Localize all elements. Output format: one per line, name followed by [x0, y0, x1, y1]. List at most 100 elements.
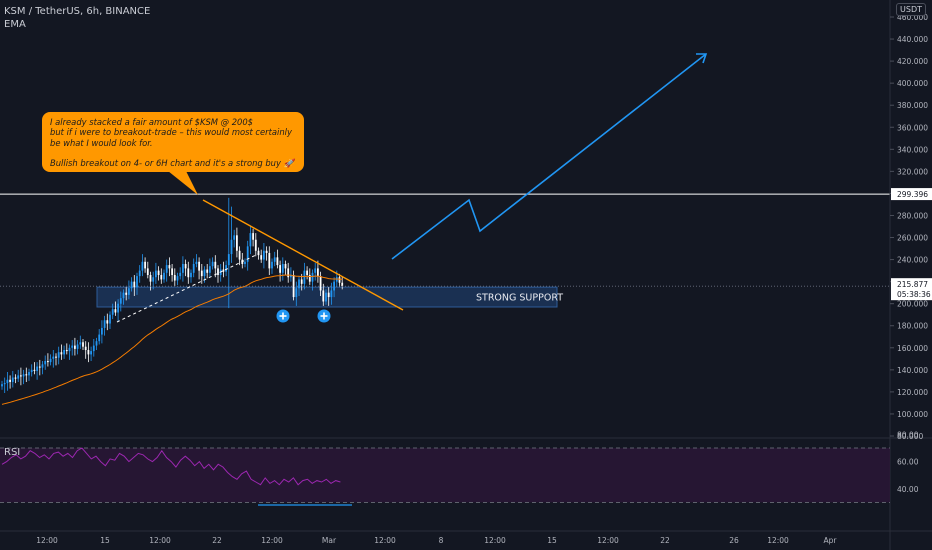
candle-body	[303, 270, 306, 284]
candle-body	[281, 263, 284, 273]
time-tick-label: 12:00	[149, 536, 171, 545]
ema-layer	[1, 274, 343, 405]
candle-body	[209, 266, 211, 273]
annotation-callout[interactable]: I already stacked a fair amount of $KSM …	[42, 112, 304, 172]
candle-body	[190, 272, 192, 278]
candle-body	[90, 351, 92, 355]
candle-body	[265, 250, 268, 253]
candle-body	[1, 384, 3, 387]
candle-body	[252, 233, 254, 240]
price-tick-label: 80.000	[897, 432, 923, 441]
candle-body	[9, 379, 11, 382]
time-tick-label: 12:00	[597, 536, 619, 545]
price-tick-label: 440.000	[897, 35, 928, 44]
candle-body	[327, 292, 330, 298]
hline-price-badge	[891, 188, 932, 201]
candle-body	[49, 358, 52, 363]
candle-body	[128, 288, 130, 295]
candle-body	[111, 309, 114, 315]
candle-body	[317, 268, 319, 277]
candle-body	[28, 372, 30, 376]
time-tick-label: 12:00	[767, 536, 789, 545]
time-tick-label: 22	[212, 536, 222, 545]
candle-body	[138, 270, 141, 277]
annotation-line	[50, 148, 298, 158]
candle-body	[71, 345, 74, 348]
candle-body	[20, 375, 22, 377]
time-tick-label: 15	[100, 536, 110, 545]
support-zone-layer: STRONG SUPPORT	[96, 286, 563, 308]
rsi-tick-label: 40.00	[897, 485, 919, 494]
price-tick-label: 240.000	[897, 256, 928, 265]
candle-body	[236, 235, 238, 251]
candle-body	[330, 290, 333, 298]
candle-body	[230, 239, 233, 255]
candle-body	[168, 265, 171, 269]
candle-body	[306, 270, 308, 276]
candle-body	[141, 261, 144, 271]
candle-body	[3, 383, 6, 385]
price-tick-label: 380.000	[897, 101, 928, 110]
candle-body	[92, 345, 95, 352]
candle-body	[176, 276, 179, 281]
rsi-band	[0, 448, 890, 503]
candle-body	[163, 272, 165, 280]
candle-body	[187, 268, 190, 278]
price-tick-label: 420.000	[897, 57, 928, 66]
ascending-dashed-line	[116, 253, 259, 323]
candle-body	[117, 303, 119, 313]
price-tick-label: 320.000	[897, 167, 928, 176]
candle-body	[238, 250, 241, 260]
annotation-line: but if i were to breakout-trade – this w…	[50, 127, 292, 138]
candle-body	[295, 288, 298, 298]
rsi-pane: 40.00 60.00 80.00	[0, 430, 919, 506]
annotation-line: be what I would look for.	[50, 137, 153, 148]
candle-body	[276, 257, 279, 266]
annotation-line: I already stacked a fair amount of $KSM …	[50, 117, 254, 127]
candle-body	[114, 309, 117, 313]
candle-body	[57, 352, 60, 358]
candle-body	[160, 275, 163, 280]
candle-body	[200, 270, 203, 277]
candle-body	[44, 361, 47, 365]
rsi-indicator-label: RSI	[4, 447, 21, 458]
time-tick-label: 22	[660, 536, 670, 545]
candle-body	[300, 279, 303, 284]
price-tick-label: 400.000	[897, 79, 928, 88]
candle-body	[68, 347, 71, 352]
candle-body	[308, 275, 311, 282]
candle-body	[79, 342, 82, 345]
candle-body	[198, 261, 200, 271]
time-tick-label: 8	[439, 536, 444, 545]
currency-badge[interactable]: USDT	[896, 3, 926, 16]
symbol-title: KSM / TetherUS, 6h, BINANCE	[4, 6, 151, 17]
candle-body	[284, 263, 287, 269]
candle-body	[95, 341, 98, 346]
candle-body	[290, 275, 292, 278]
candle-body	[192, 263, 195, 273]
candle-body	[119, 298, 122, 304]
candle-body	[273, 257, 276, 262]
candle-body	[165, 265, 168, 273]
candle-body	[87, 349, 90, 355]
candle-body	[155, 270, 157, 278]
price-tick-label: 360.000	[897, 123, 928, 132]
candle-body	[225, 265, 227, 272]
candle-body	[173, 275, 176, 281]
candle-body	[257, 250, 260, 256]
candle-body	[84, 346, 87, 350]
candle-body	[195, 261, 198, 264]
price-tick-label: 160.000	[897, 344, 928, 353]
candle-body	[146, 268, 149, 276]
ema-indicator-label: EMA	[4, 19, 26, 30]
price-tick-label: 460.000	[897, 13, 928, 22]
candle-body	[222, 269, 225, 272]
candle-body	[17, 375, 20, 379]
candle-body	[109, 314, 111, 324]
candle-body	[38, 366, 41, 368]
candle-body	[136, 276, 138, 288]
candle-body	[292, 275, 295, 298]
candle-body	[41, 364, 44, 368]
candle-body	[149, 275, 152, 282]
